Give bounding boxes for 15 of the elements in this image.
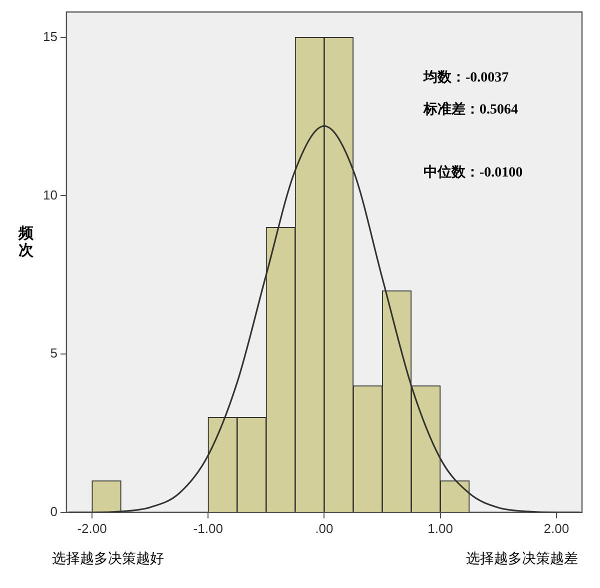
x-tick-label: 2.00 [544,520,570,536]
x-tick-label: 1.00 [428,520,453,536]
y-tick-label: 10 [42,187,58,202]
x-tick-label: -2.00 [77,520,107,536]
y-tick-label: 5 [50,346,58,361]
annotation: 标准差：0.5064 [422,102,518,118]
y-tick-label: 0 [50,504,58,519]
y-axis-title: 频次 [17,224,34,259]
text: 选择越多决策越差 [466,550,578,568]
annotation: 均数：-0.0037 [422,70,509,86]
y-tick-label: 15 [42,28,58,44]
text: 选择越多决策越好 [52,550,164,568]
x-tick-label: -1.00 [193,520,223,536]
annotation: 中位数：-0.0100 [423,164,523,181]
x-tick-label: .00 [315,520,334,536]
